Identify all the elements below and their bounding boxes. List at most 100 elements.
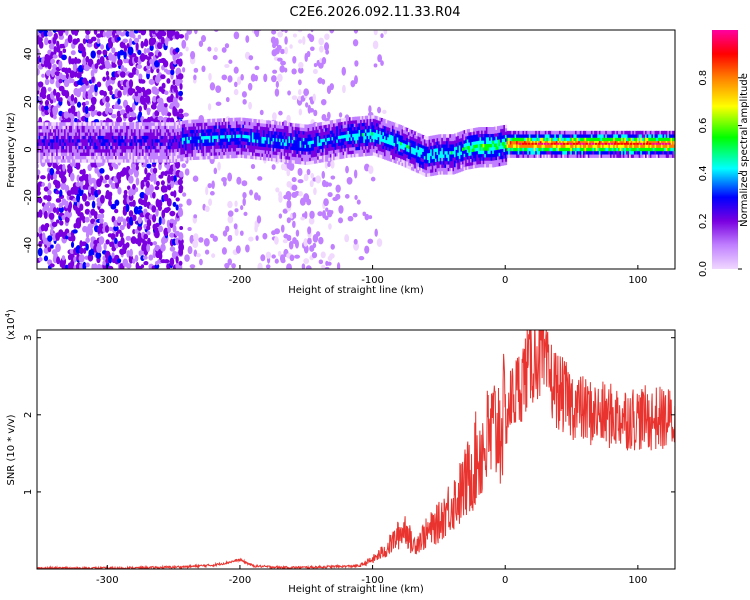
spectrogram-cell-2058 bbox=[75, 128, 78, 133]
spectrogram-cell-1889 bbox=[52, 132, 56, 136]
spectrogram-cell-2410 bbox=[122, 155, 126, 160]
spectrogram-cell-368 bbox=[75, 161, 81, 170]
spectrogram-cell-2509 bbox=[135, 145, 138, 150]
spectrogram-cell-2780 bbox=[170, 122, 173, 126]
spectrogram-cell-2886 bbox=[185, 126, 188, 131]
spectrogram-cell-4012 bbox=[334, 132, 337, 137]
spectrogram-cell-3201 bbox=[228, 154, 231, 159]
spectrogram-cell-2118 bbox=[83, 128, 86, 133]
spectrogram-cell-4096 bbox=[345, 130, 348, 135]
spectrogram-cell-2143 bbox=[86, 125, 89, 130]
spectrogram-cell-3309 bbox=[242, 154, 245, 159]
spectrogram-cell-1755 bbox=[377, 54, 383, 63]
spectrogram-cell-2457 bbox=[129, 159, 132, 163]
spectrogram-cell-2355 bbox=[114, 138, 118, 143]
spectrogram-cell-2785 bbox=[172, 145, 175, 150]
spectrogram-cell-4414 bbox=[388, 154, 391, 158]
spectrogram-cell-1848 bbox=[48, 149, 51, 153]
spectrogram-cell-1367 bbox=[211, 180, 215, 189]
spectrogram-cell-4466 bbox=[395, 143, 398, 147]
spectrogram-cell-4143 bbox=[352, 133, 355, 138]
spectrogram-cell-1083 bbox=[156, 67, 160, 74]
spectrogram-cell-4815 bbox=[441, 150, 444, 155]
spectrogram-cell-2997 bbox=[200, 156, 204, 160]
spectrogram-cell-3989 bbox=[331, 130, 334, 134]
spectrogram-cell-4693 bbox=[425, 159, 428, 164]
spectrogram-cell-1791 bbox=[40, 138, 43, 143]
spectrogram-cell-1719 bbox=[344, 194, 350, 199]
spectrogram-cell-1609 bbox=[305, 102, 309, 108]
spectrogram-cell-183 bbox=[55, 190, 60, 195]
spectrogram-cell-3951 bbox=[326, 137, 329, 142]
spectrogram-cell-2107 bbox=[81, 125, 84, 130]
spectrogram-cell-4282 bbox=[371, 148, 374, 153]
spectrogram-cell-3471 bbox=[263, 136, 266, 141]
spectrogram-cell-4140 bbox=[352, 143, 355, 148]
spectrogram-cell-2769 bbox=[170, 159, 173, 163]
spectrogram-cell-3757 bbox=[301, 147, 304, 152]
spectrogram-cell-1713 bbox=[338, 205, 344, 214]
spectrogram-cell-4962 bbox=[460, 137, 463, 142]
spectrogram-cell-2573 bbox=[143, 132, 146, 136]
spectrogram-cell-4934 bbox=[457, 152, 460, 157]
spectrogram-cell-3591 bbox=[278, 138, 282, 143]
spectrogram-cell-3656 bbox=[286, 122, 290, 127]
spectrogram-cell-1117 bbox=[161, 217, 166, 225]
spectrogram-cell-2335 bbox=[111, 125, 115, 130]
spectrogram-cell-4605 bbox=[414, 168, 417, 172]
spectrogram-cell-4000 bbox=[333, 133, 336, 137]
spectrogram-cell-3947 bbox=[326, 151, 329, 155]
spectrogram-cell-2407 bbox=[121, 125, 124, 130]
spectrogram-cell-4257 bbox=[368, 152, 371, 156]
spectrogram-cell-388 bbox=[79, 203, 84, 211]
spectrogram-cell-4704 bbox=[426, 163, 430, 167]
spectrogram-cell-3595 bbox=[278, 125, 282, 129]
spectrogram-cell-989 bbox=[146, 163, 152, 169]
spectrogram-cell-4503 bbox=[399, 141, 403, 146]
spectrogram-cell-3459 bbox=[261, 136, 264, 141]
spectrogram-cell-4519 bbox=[401, 129, 404, 133]
spectrogram-cell-1282 bbox=[178, 232, 184, 241]
spectrogram-cell-1440 bbox=[250, 163, 256, 170]
spectrogram-cell-3238 bbox=[232, 151, 235, 155]
spectrogram-cell-1397 bbox=[227, 215, 234, 224]
spectrogram-cell-2792 bbox=[172, 122, 175, 126]
spectrogram-cell-3516 bbox=[269, 147, 272, 152]
spectrogram-cell-2512 bbox=[135, 135, 138, 140]
spectrogram-cell-586 bbox=[99, 55, 105, 65]
spectrogram-cell-2364 bbox=[116, 149, 119, 153]
spectrogram-cell-4013 bbox=[334, 129, 337, 134]
spectrogram-cell-1797 bbox=[41, 159, 44, 163]
spectrogram-cell-3666 bbox=[288, 129, 291, 134]
spectrogram-cell-2571 bbox=[143, 138, 146, 143]
spectrogram-cell-2110 bbox=[83, 155, 86, 160]
spectrogram-cell-4469 bbox=[395, 133, 398, 137]
spectrogram-cell-122 bbox=[47, 31, 53, 37]
spectrogram-cell-2199 bbox=[94, 138, 97, 143]
spectrogram-cell-2963 bbox=[196, 149, 199, 154]
spectrogram-cell-324 bbox=[70, 50, 76, 56]
spectrogram-cell-916 bbox=[138, 105, 143, 112]
spectrogram-cell-2565 bbox=[143, 159, 146, 163]
spectrogram-cell-2242 bbox=[100, 155, 103, 160]
spectrogram-cell-4928 bbox=[455, 132, 458, 137]
spectrogram-cell-3294 bbox=[239, 124, 242, 128]
spectrogram-cell-4249 bbox=[366, 139, 369, 143]
spectrogram-cell-4787 bbox=[438, 164, 441, 169]
spectrogram-cell-3349 bbox=[247, 141, 250, 146]
spectrogram-cell-2291 bbox=[107, 152, 110, 156]
spectrogram-cell-1342 bbox=[196, 253, 201, 258]
spectrogram-cell-3713 bbox=[294, 133, 298, 138]
spectrogram-cell-2589 bbox=[146, 159, 150, 163]
spectrogram-cell-4071 bbox=[342, 134, 345, 139]
spectrogram-cell-1622 bbox=[306, 50, 311, 58]
spectrogram-cell-1340 bbox=[193, 67, 199, 73]
spectrogram-cell-502 bbox=[89, 84, 96, 93]
spectrogram-cell-1731 bbox=[354, 75, 358, 85]
spectrogram-cell-4423 bbox=[388, 124, 391, 128]
spectrogram-cell-4647 bbox=[419, 150, 422, 154]
spectrogram-cell-130 bbox=[48, 212, 55, 220]
spectrogram-cell-1775 bbox=[38, 152, 41, 156]
spectrogram-cell-2521 bbox=[137, 145, 140, 150]
spectrogram-cell-317 bbox=[69, 111, 75, 121]
